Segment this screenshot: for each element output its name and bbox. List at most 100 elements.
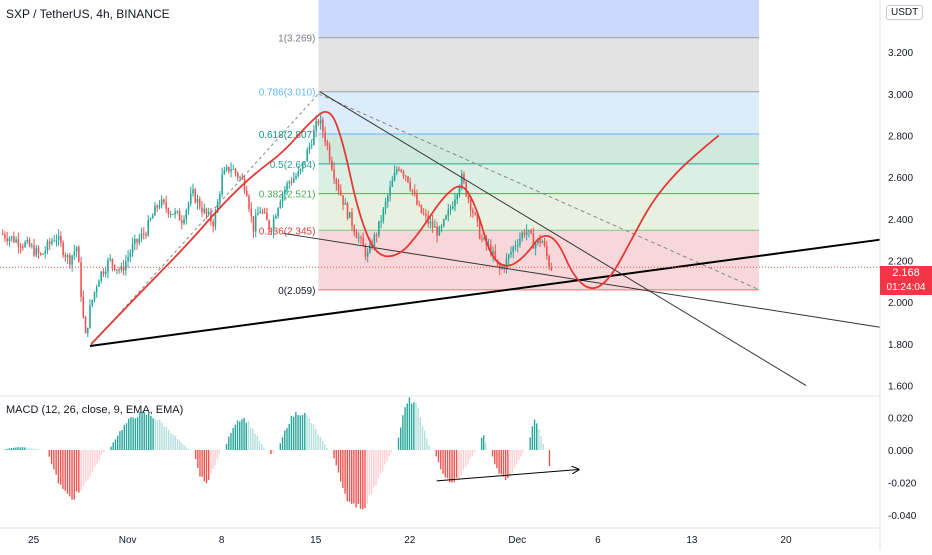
candle-body [46,241,49,252]
candle-body [333,169,335,180]
candle-body [165,202,167,209]
candle-body [223,170,226,175]
candle-body [434,226,436,228]
candle-body [122,266,125,271]
candle-body [451,206,454,209]
candle-body [344,202,347,205]
candle-body [109,258,111,260]
candle-body [299,169,302,172]
candle-body [248,196,250,209]
price-tick-label: 2.400 [888,215,913,226]
candle-body [10,236,13,239]
candle-body [174,211,176,215]
candle-body [546,245,548,256]
candle-body [30,245,33,247]
candle-body [78,247,80,263]
candle-body [292,178,295,183]
currency-button[interactable]: USDT [886,5,924,20]
candle-body [136,239,138,243]
candle-body [203,208,206,213]
candle-body [438,227,441,236]
candle-body [33,245,35,256]
candle-body [239,177,241,179]
candle-body [346,202,349,219]
candle-body [510,252,512,255]
candle-body [425,214,427,216]
candle-body [478,220,481,239]
candle-body [93,291,96,300]
candle-body [308,145,311,150]
candle-body [313,130,315,145]
macd-axis: 0.020 0.000 -0.020 -0.040 [0,414,917,529]
candle-body [481,238,483,240]
price-tick-label: 1.800 [888,340,913,351]
candle-body [187,203,190,211]
candle-body [521,232,523,239]
candle-body [183,219,185,224]
candle-body [492,250,494,255]
candle-body [366,252,369,257]
candle-body [272,218,275,232]
candle-body [337,183,340,191]
candle-body [326,142,329,146]
fibonacci-retracement: 0(2.059) 0.236(2.345) 0.382(2.521) 0.5(2.66… [259,0,760,297]
fib-band-0.786 [318,37,760,92]
candle-body [118,269,120,271]
candle-body [304,161,306,163]
fib-band-1 [318,0,760,38]
candle-body [279,201,282,209]
candle-body [176,211,179,213]
candle-body [286,183,288,190]
candle-body [82,296,85,318]
time-axis: 25 Nov 8 15 22 Dec 6 13 20 [28,535,792,546]
candle-body [519,238,521,245]
candle-body [8,238,11,242]
candle-body [528,229,530,232]
candle-body [6,238,8,242]
candle-body [225,166,228,171]
candle-body [214,212,217,227]
candle-body [245,190,248,197]
candle-body [216,201,219,213]
candle-body [104,271,107,275]
candle-body [263,212,266,214]
candle-body [196,198,199,203]
candle-body [66,255,69,258]
candle-body [431,221,434,228]
candle-body [57,235,60,240]
candle-body [129,252,132,258]
candle-body [398,169,400,171]
candle-body [378,221,380,236]
candle-body [250,208,253,217]
candle-body [60,235,62,243]
candle-body [373,234,376,248]
candle-body [443,219,445,226]
candle-body [467,195,470,200]
candle-body [35,248,38,256]
candle-body [322,119,324,133]
candle-body [460,173,463,187]
candle-body [364,245,367,257]
candle-body [178,211,181,221]
candle-body [212,221,214,227]
drawings [0,91,881,387]
countdown-tag: 01:24:04 [880,281,932,295]
candle-body [315,121,317,131]
candle-body [228,166,230,172]
candle-body [254,215,257,232]
candle-body [219,194,221,202]
candle-body [395,169,398,173]
candle-body [290,181,293,183]
candle-body [39,253,42,255]
candle-body [288,181,291,184]
candle-body [28,239,31,247]
candle-body [297,171,300,177]
macd-tick-label: 0.020 [888,414,913,425]
time-tick-label: 13 [686,535,698,546]
candle-body [369,244,371,253]
candle-body [89,305,91,328]
candle-body [516,244,519,246]
candle-body [357,237,360,239]
dashed-trendline [318,93,760,291]
candle-body [411,189,414,192]
